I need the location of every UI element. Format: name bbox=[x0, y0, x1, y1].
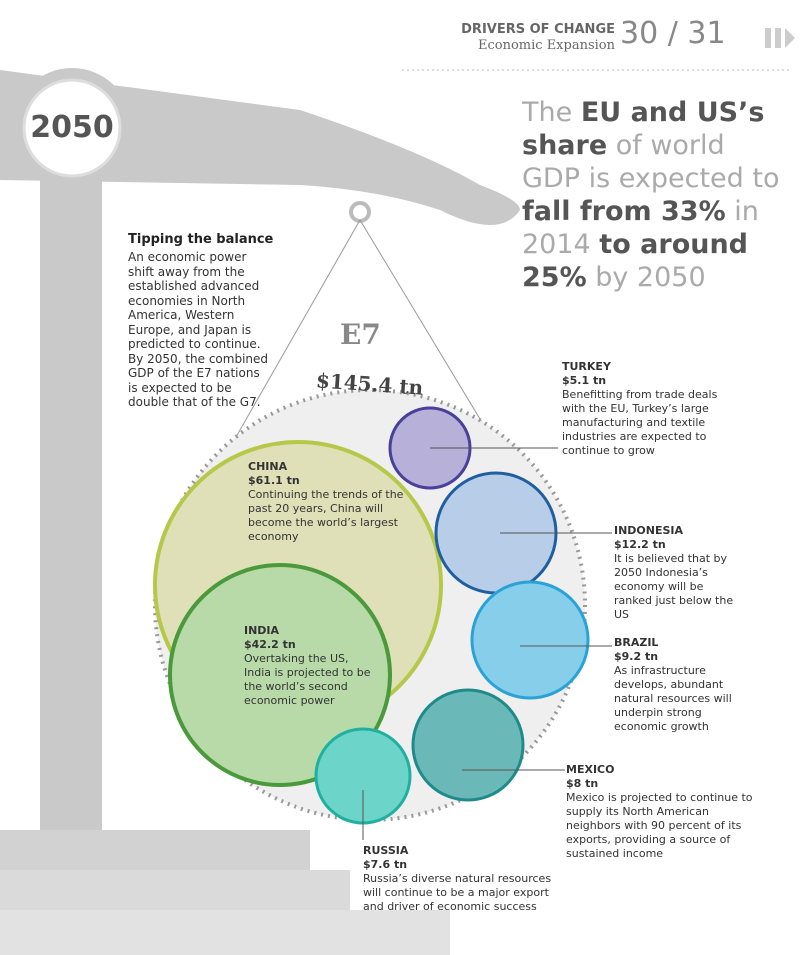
country-description: Continuing the trends of the past 20 yea… bbox=[248, 488, 404, 543]
country-label: CHINA $61.1 tn Continuing the trends of th… bbox=[248, 460, 418, 544]
country-description: As infrastructure develops, abundant nat… bbox=[614, 664, 732, 733]
country-label: RUSSIA $7.6 tn Russia’s diverse natural re… bbox=[363, 844, 553, 914]
headline: The EU and US’s share of world GDP is ex… bbox=[522, 96, 782, 294]
headline-part: in 2014 bbox=[522, 196, 759, 260]
country-label: INDONESIA $12.2 tn It is believed that by … bbox=[614, 524, 744, 622]
country-label: INDIA $42.2 tn Overtaking the US, India is… bbox=[244, 624, 374, 708]
country-value: $7.6 tn bbox=[363, 858, 408, 871]
country-name: INDONESIA bbox=[614, 524, 684, 537]
sidebar-title: Tipping the balance bbox=[128, 232, 274, 247]
country-label: BRAZIL $9.2 tn As infrastructure develops,… bbox=[614, 636, 744, 734]
year: 2050 bbox=[30, 110, 114, 145]
country-value: $9.2 tn bbox=[614, 650, 659, 663]
headline-part: fall from 33% bbox=[522, 196, 726, 227]
country-label: MEXICO $8 tn Mexico is projected to contin… bbox=[566, 763, 756, 861]
section: DRIVERS OF CHANGE bbox=[461, 22, 615, 37]
sidebar-body: An economic power shift away from the es… bbox=[128, 250, 269, 409]
country-name: TURKEY bbox=[562, 360, 611, 373]
headline-part: by 2050 bbox=[586, 262, 706, 293]
headline-part: of world GDP is expected to bbox=[522, 130, 780, 194]
country-name: CHINA bbox=[248, 460, 288, 473]
country-name: INDIA bbox=[244, 624, 280, 637]
country-name: MEXICO bbox=[566, 763, 615, 776]
headline-part: to around 25% bbox=[522, 229, 749, 293]
country-value: $5.1 tn bbox=[562, 374, 607, 387]
headline-part: The bbox=[522, 97, 581, 128]
subtitle: Economic Expansion bbox=[478, 38, 615, 53]
country-value: $61.1 tn bbox=[248, 474, 300, 487]
country-label: TURKEY $5.1 tn Benefitting from trade deal… bbox=[562, 360, 732, 458]
country-value: $8 tn bbox=[566, 777, 599, 790]
country-name: RUSSIA bbox=[363, 844, 409, 857]
country-value: $12.2 tn bbox=[614, 538, 666, 551]
country-value: $42.2 tn bbox=[244, 638, 296, 651]
page-number: 30 / 31 bbox=[620, 16, 726, 51]
country-description: Benefitting from trade deals with the EU… bbox=[562, 388, 718, 457]
group-label: E7 bbox=[340, 318, 381, 351]
country-description: It is believed that by 2050 Indonesia’s … bbox=[614, 552, 734, 621]
country-name: BRAZIL bbox=[614, 636, 659, 649]
headline-part: EU and US’s share bbox=[522, 97, 765, 161]
country-description: Mexico is projected to continue to suppl… bbox=[566, 791, 753, 860]
country-description: Overtaking the US, India is projected to… bbox=[244, 652, 371, 707]
country-description: Russia’s diverse natural resources will … bbox=[363, 872, 552, 913]
